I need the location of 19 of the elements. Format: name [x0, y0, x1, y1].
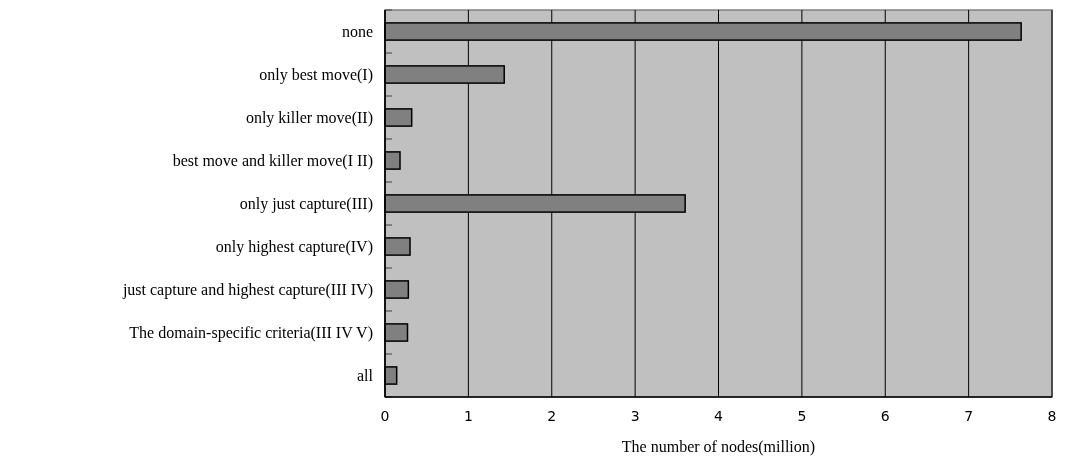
y-tick-label: only best move(I) [259, 66, 373, 85]
x-tick-label: 3 [630, 408, 640, 424]
y-tick-label: just capture and highest capture(III IV) [121, 281, 373, 300]
x-axis-title: The number of nodes(million) [621, 438, 816, 456]
y-tick-label: none [341, 23, 373, 41]
x-tick-label: 2 [547, 408, 557, 424]
y-tick-label: only killer move(II) [245, 109, 373, 128]
y-tick-label: all [357, 367, 374, 385]
y-tick-label: only just capture(III) [239, 195, 373, 214]
y-tick-label: The domain-specific criteria(III IV V) [129, 324, 373, 343]
x-tick-label: 7 [964, 408, 974, 424]
x-tick-label: 0 [380, 408, 390, 424]
y-tick-label: best move and killer move(I II) [172, 152, 373, 171]
x-tick-label: 5 [797, 408, 807, 424]
y-tick-label: only highest capture(IV) [215, 238, 373, 257]
x-tick-label: 4 [714, 408, 724, 424]
x-tick-label: 8 [1047, 408, 1057, 424]
x-tick-label: 6 [880, 408, 890, 424]
x-tick-label: 1 [463, 408, 473, 424]
